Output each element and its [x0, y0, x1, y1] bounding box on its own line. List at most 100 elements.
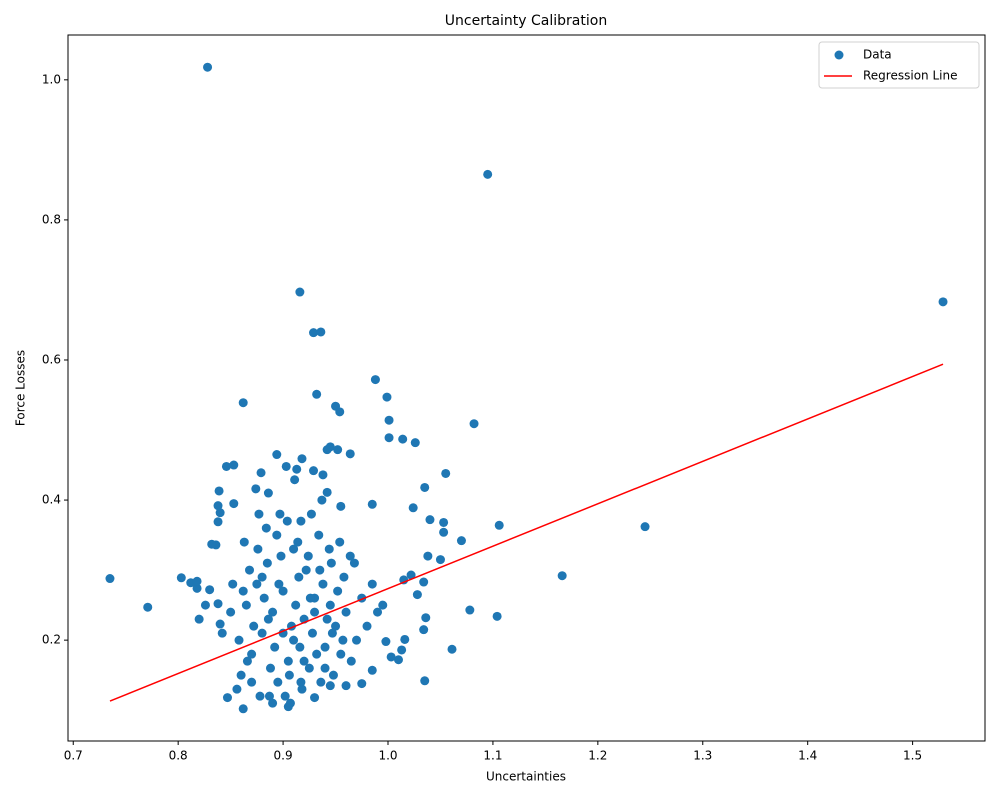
x-tick-label: 1.2: [588, 749, 607, 763]
scatter-point: [274, 579, 284, 589]
scatter-point: [316, 327, 326, 337]
scatter-point: [398, 434, 408, 444]
scatter-point: [238, 704, 248, 714]
scatter-point: [221, 461, 231, 471]
scatter-point: [335, 537, 345, 547]
scatter-point: [640, 522, 650, 532]
scatter-point: [378, 600, 388, 610]
scatter-point: [242, 656, 252, 666]
scatter-point: [331, 621, 341, 631]
scatter-point: [309, 466, 319, 476]
scatter-point: [441, 468, 451, 478]
legend-box: [818, 41, 980, 89]
scatter-point: [419, 577, 429, 587]
scatter-point: [326, 558, 336, 568]
scatter-point: [215, 508, 225, 518]
scatter-point: [222, 693, 232, 703]
scatter-point: [238, 398, 248, 408]
regression-line: [109, 363, 944, 702]
scatter-point: [410, 438, 420, 448]
y-tick-label: 0.4: [42, 493, 61, 507]
scatter-point: [226, 607, 236, 617]
legend-label: Regression Line: [863, 69, 957, 83]
scatter-point: [333, 445, 343, 455]
scatter-point: [327, 628, 337, 638]
scatter-point: [397, 645, 407, 655]
scatter-point: [213, 501, 223, 511]
scatter-point: [318, 470, 328, 480]
scatter-point: [367, 499, 377, 509]
x-tick-label: 1.3: [693, 749, 712, 763]
scatter-point: [256, 468, 266, 478]
scatter-point: [282, 516, 292, 526]
scatter-point: [247, 677, 257, 687]
y-tick-label: 1.0: [42, 72, 61, 86]
scatter-point: [245, 565, 255, 575]
scatter-point: [263, 488, 273, 498]
scatter-point: [322, 614, 332, 624]
scatter-point: [304, 663, 314, 673]
scatter-point: [273, 677, 283, 687]
scatter-point: [229, 499, 239, 509]
y-axis-label: Force Losses: [14, 350, 28, 426]
scatter-point: [408, 503, 418, 513]
scatter-point: [272, 530, 282, 540]
scatter-point: [236, 670, 246, 680]
scatter-point: [252, 579, 262, 589]
x-axis-label: Uncertainties: [486, 770, 566, 784]
scatter-point: [333, 586, 343, 596]
scatter-point: [325, 600, 335, 610]
x-tick-label: 0.9: [274, 749, 293, 763]
scatter-point: [229, 460, 239, 470]
scatter-point: [345, 449, 355, 459]
scatter-point: [207, 539, 217, 549]
scatter-point: [324, 544, 334, 554]
scatter-point: [254, 509, 264, 519]
scatter-point: [328, 670, 338, 680]
scatter-point: [322, 487, 332, 497]
scatter-point: [295, 642, 305, 652]
x-tick-label: 1.1: [483, 749, 502, 763]
scatter-point: [297, 454, 307, 464]
scatter-point: [268, 698, 278, 708]
scatter-point: [194, 614, 204, 624]
scatter-point: [296, 516, 306, 526]
scatter-point: [384, 433, 394, 443]
scatter-point: [412, 590, 422, 600]
scatter-point: [289, 635, 299, 645]
scatter-point: [297, 684, 307, 694]
scatter-point: [205, 585, 215, 595]
scatter-point: [192, 576, 202, 586]
scatter-point: [291, 600, 301, 610]
scatter-point: [234, 635, 244, 645]
scatter-point: [339, 572, 349, 582]
scatter-point: [295, 287, 305, 297]
scatter-point: [381, 637, 391, 647]
scatter-point: [296, 677, 306, 687]
x-tick-label: 1.5: [903, 749, 922, 763]
scatter-point: [264, 691, 274, 701]
scatter-point: [276, 551, 286, 561]
scatter-point: [312, 649, 322, 659]
scatter-point: [316, 677, 326, 687]
scatter-point: [299, 656, 309, 666]
scatter-point: [270, 642, 280, 652]
scatter-point: [317, 495, 327, 505]
scatter-point: [284, 670, 294, 680]
scatter-point: [283, 656, 293, 666]
scatter-point: [203, 62, 213, 72]
scatter-point: [272, 450, 282, 460]
scatter-point: [421, 613, 431, 623]
scatter-point: [262, 558, 272, 568]
scatter-point: [325, 681, 335, 691]
scatter-point: [314, 530, 324, 540]
scatter-point: [393, 655, 403, 665]
scatter-point: [345, 551, 355, 561]
scatter-point: [253, 544, 263, 554]
scatter-point: [367, 579, 377, 589]
y-tick-label: 0.2: [42, 633, 61, 647]
scatter-point: [420, 482, 430, 492]
scatter-point: [400, 634, 410, 644]
